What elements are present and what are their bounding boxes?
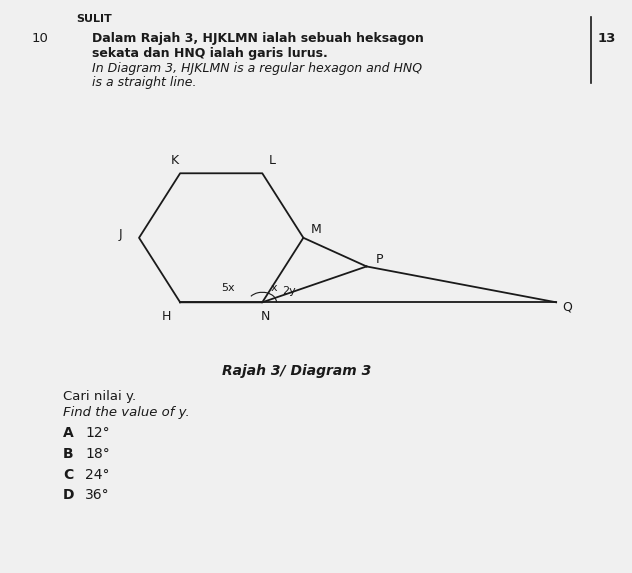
Text: sekata dan HNQ ialah garis lurus.: sekata dan HNQ ialah garis lurus. xyxy=(92,47,327,60)
Text: Cari nilai y.: Cari nilai y. xyxy=(63,390,137,403)
Text: D: D xyxy=(63,488,75,502)
Text: K: K xyxy=(171,154,179,167)
Text: Dalam Rajah 3, HJKLMN ialah sebuah heksagon: Dalam Rajah 3, HJKLMN ialah sebuah heksa… xyxy=(92,32,423,45)
Text: 2y: 2y xyxy=(282,286,296,296)
Text: Q: Q xyxy=(562,300,573,313)
Text: Find the value of y.: Find the value of y. xyxy=(63,406,190,419)
Text: 5x: 5x xyxy=(221,283,234,293)
Text: In Diagram 3, HJKLMN is a regular hexagon and HNQ: In Diagram 3, HJKLMN is a regular hexago… xyxy=(92,62,422,75)
Text: 24°: 24° xyxy=(85,468,110,481)
Text: 10: 10 xyxy=(32,32,49,45)
Text: J: J xyxy=(118,229,122,241)
Text: M: M xyxy=(310,223,322,236)
Text: SULIT: SULIT xyxy=(76,14,112,24)
Text: A: A xyxy=(63,426,74,440)
Text: B: B xyxy=(63,447,74,461)
Text: N: N xyxy=(261,310,270,323)
Text: H: H xyxy=(162,310,171,323)
Text: P: P xyxy=(375,253,383,266)
Text: L: L xyxy=(268,154,276,167)
Text: 18°: 18° xyxy=(85,447,110,461)
Text: Rajah 3/ Diagram 3: Rajah 3/ Diagram 3 xyxy=(222,364,372,378)
Text: x: x xyxy=(270,283,277,293)
Text: 36°: 36° xyxy=(85,488,110,502)
Text: is a straight line.: is a straight line. xyxy=(92,76,196,89)
Text: 12°: 12° xyxy=(85,426,110,440)
Text: C: C xyxy=(63,468,73,481)
Text: 13: 13 xyxy=(597,32,616,45)
